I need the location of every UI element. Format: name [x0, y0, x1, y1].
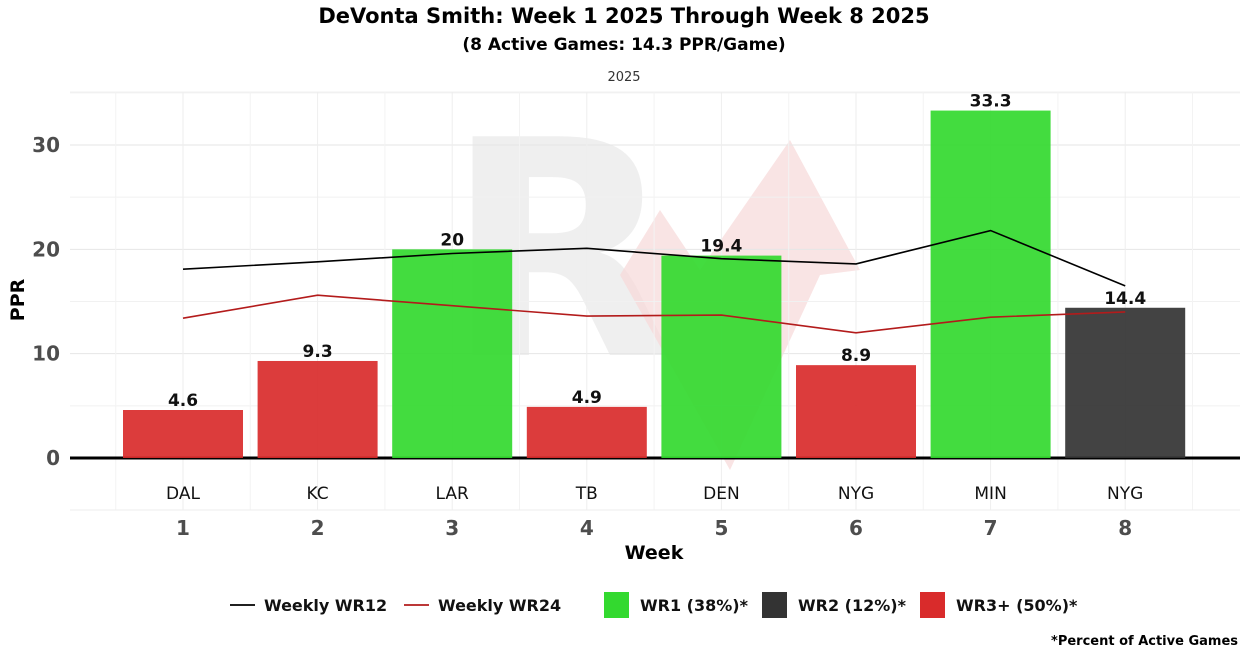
x-tick-label: 6 [849, 516, 863, 540]
bar-value-label: 19.4 [700, 237, 742, 257]
labels: 0 10 20 30 4.6 9.3 20 4.9 19.4 8.9 33.3 14.4 DAL KC LA… [7, 92, 1146, 564]
legend-swatch-box [604, 592, 629, 618]
y-tick-label: 20 [32, 237, 60, 261]
opponent-label: DEN [703, 484, 740, 504]
bar-week-2 [257, 360, 378, 458]
bars [123, 110, 1186, 458]
x-tick-label: 3 [445, 516, 459, 540]
facet-label: 2025 [607, 70, 641, 85]
legend-label: Weekly WR12 [264, 596, 387, 615]
x-tick-label: 8 [1118, 516, 1132, 540]
bar-value-label: 4.6 [168, 391, 198, 411]
opponent-label: NYG [1107, 484, 1143, 504]
opponent-label: DAL [166, 484, 200, 504]
x-tick-label: 7 [984, 516, 998, 540]
bar-value-label: 33.3 [970, 92, 1012, 112]
y-tick-label: 10 [32, 342, 60, 366]
footnote: *Percent of Active Games [1051, 634, 1238, 649]
x-tick-label: 1 [176, 516, 190, 540]
opponent-label: NYG [838, 484, 874, 504]
y-tick-label: 0 [46, 446, 60, 470]
bar-value-label: 14.4 [1104, 289, 1146, 309]
bar-value-label: 20 [440, 230, 464, 250]
x-axis-title: Week [625, 542, 684, 564]
bar-week-8 [1065, 307, 1186, 458]
bar-week-1 [123, 410, 243, 458]
opponent-label: KC [307, 484, 329, 504]
legend-swatch-box [762, 592, 787, 618]
series-line-weekly-wr12 [182, 229, 1126, 287]
opponent-label: MIN [974, 484, 1006, 504]
legend: Weekly WR12 Weekly WR24 WR1 (38%)* WR2 (12%… [230, 592, 1078, 618]
opponent-label: LAR [436, 484, 469, 504]
bar-week-4 [526, 406, 647, 458]
legend-label: WR2 (12%)* [798, 596, 907, 615]
legend-swatch-box [920, 592, 945, 618]
bar-value-label: 9.3 [303, 342, 333, 362]
x-tick-label: 5 [714, 516, 728, 540]
legend-label: Weekly WR24 [438, 596, 561, 615]
x-tick-label: 4 [580, 516, 594, 540]
x-tick-label: 2 [311, 516, 325, 540]
bar-value-label: 4.9 [572, 388, 602, 408]
legend-label: WR3+ (50%)* [956, 596, 1078, 615]
bar-week-7 [930, 110, 1051, 458]
series-line-weekly-wr24 [182, 294, 1126, 334]
bar-week-6 [796, 365, 916, 458]
chart-subtitle: (8 Active Games: 14.3 PPR/Game) [462, 35, 786, 55]
series-lines [182, 229, 1126, 334]
opponent-label: TB [575, 484, 598, 504]
chart-title: DeVonta Smith: Week 1 2025 Through Week … [318, 4, 930, 28]
bar-value-label: 8.9 [841, 346, 871, 366]
y-tick-label: 30 [32, 133, 60, 157]
bar-week-3 [392, 249, 513, 458]
legend-label: WR1 (38%)* [640, 596, 749, 615]
y-axis-title: PPR [7, 278, 29, 321]
bar-week-5 [661, 255, 782, 458]
